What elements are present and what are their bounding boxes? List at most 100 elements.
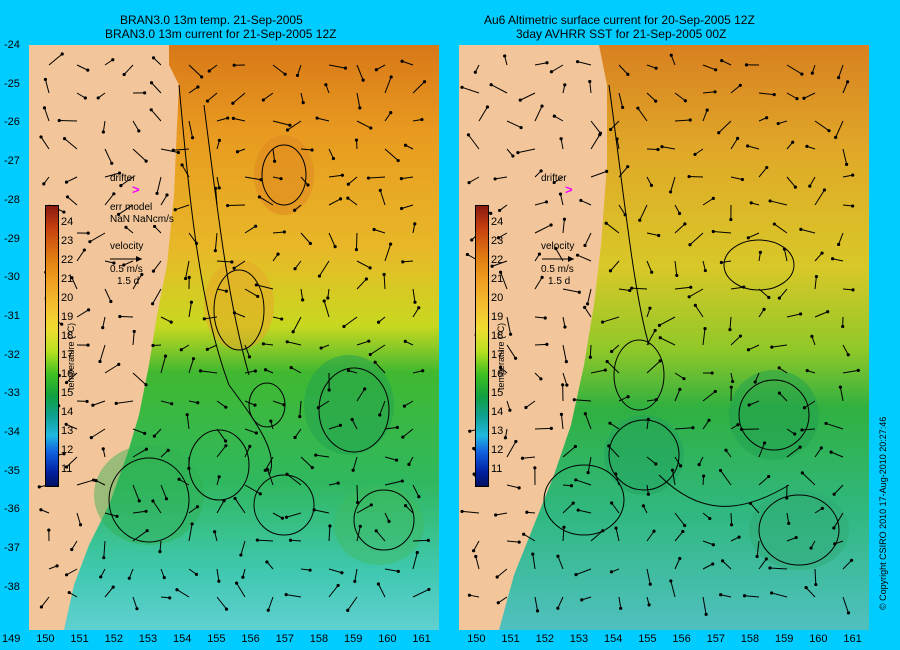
velocity-vector (744, 595, 760, 598)
velocity-vector-head (149, 108, 153, 112)
velocity-vector (475, 556, 480, 570)
velocity-vector-head (608, 421, 612, 425)
velocity-vector-head (298, 415, 302, 419)
velocity-vector-head (805, 368, 809, 373)
velocity-vector (729, 316, 732, 330)
velocity-vector (814, 252, 823, 262)
velocity-vector-head (798, 312, 803, 316)
longitude-label: 158 (309, 633, 329, 645)
velocity-vector (103, 540, 106, 558)
velocity-vector (522, 456, 536, 459)
velocity-vector-head (166, 448, 170, 452)
velocity-vector-head (827, 129, 831, 133)
velocity-vector-head (399, 177, 403, 181)
velocity-vector (560, 138, 564, 150)
velocity-vector-head (99, 575, 103, 579)
velocity-vector-head (610, 349, 614, 354)
velocity-vector-head (603, 368, 607, 372)
velocity-vector-head (342, 324, 346, 329)
left-err-model-line2: NaN NaNcm/s (110, 214, 174, 225)
cb-tick: 11 (491, 463, 503, 475)
velocity-vector-head (382, 272, 386, 277)
velocity-vector-head (724, 448, 728, 452)
velocity-vector-head (518, 98, 522, 102)
cb-tick: 21 (491, 273, 504, 285)
velocity-vector (40, 136, 50, 150)
velocity-vector-head (283, 72, 287, 76)
velocity-vector (748, 400, 760, 406)
velocity-vector (689, 232, 704, 246)
velocity-vector-head (574, 573, 578, 577)
velocity-vector-head (472, 472, 476, 476)
velocity-vector-head (259, 178, 263, 182)
velocity-vector-head (356, 500, 360, 505)
velocity-vector-head (417, 495, 421, 499)
velocity-vector-head (402, 404, 406, 408)
velocity-vector-head (654, 398, 658, 402)
velocity-vector-head (829, 450, 833, 454)
velocity-vector (216, 445, 227, 458)
velocity-vector (674, 558, 681, 570)
velocity-vector (833, 484, 844, 495)
velocity-vector-head (413, 300, 417, 304)
longitude-label: 159 (775, 633, 794, 645)
velocity-vector-head (563, 325, 567, 329)
cb-tick: 16 (61, 368, 74, 380)
velocity-vector (770, 200, 788, 206)
velocity-vector-head (308, 568, 312, 572)
velocity-vector (606, 361, 620, 374)
velocity-vector-head (85, 399, 89, 404)
velocity-vector-head (467, 180, 471, 185)
left-velocity-label: velocity (110, 241, 144, 252)
velocity-vector-head (62, 137, 67, 141)
velocity-vector-head (42, 106, 47, 110)
velocity-vector (618, 288, 630, 291)
velocity-vector-head (91, 478, 96, 482)
velocity-vector (758, 288, 770, 298)
velocity-vector (562, 527, 565, 542)
velocity-vector-head (400, 479, 404, 483)
cb-tick: 24 (491, 216, 504, 228)
velocity-vector-head (175, 588, 179, 592)
velocity-vector-head (838, 385, 843, 389)
velocity-vector-head (372, 227, 376, 232)
latitude-label: -34 (4, 426, 20, 438)
velocity-vector (412, 484, 420, 498)
velocity-vector-head (554, 246, 558, 251)
velocity-vector (786, 446, 801, 458)
velocity-vector (758, 92, 775, 96)
velocity-vector-head (691, 426, 695, 430)
velocity-vector-head (86, 231, 90, 235)
velocity-vector-head (580, 598, 584, 602)
velocity-vector-head (253, 403, 257, 407)
velocity-vector-head (626, 165, 630, 169)
velocity-vector (534, 224, 552, 234)
velocity-vector-head (389, 75, 393, 79)
velocity-vector (747, 145, 760, 150)
velocity-vector-head (768, 566, 772, 570)
velocity-vector (102, 120, 106, 133)
velocity-vector-head (793, 432, 797, 436)
velocity-vector-head (258, 492, 262, 496)
velocity-vector-head (658, 336, 662, 340)
velocity-vector (814, 447, 822, 458)
velocity-vector-head (111, 585, 115, 589)
latitude-label: -26 (4, 116, 20, 129)
velocity-vector (637, 107, 648, 122)
velocity-vector (175, 204, 190, 211)
velocity-vector (523, 533, 536, 542)
velocity-vector-head (782, 247, 787, 251)
velocity-vector-head (583, 412, 587, 416)
velocity-vector-head (231, 116, 235, 120)
velocity-vector-head (39, 605, 44, 609)
velocity-vector (660, 337, 676, 346)
velocity-vector-head (772, 93, 776, 97)
velocity-vector (674, 456, 682, 467)
longitude-label: 153 (569, 633, 589, 645)
left-err-model-line1: err model (110, 202, 153, 213)
velocity-vector-head (494, 513, 498, 517)
velocity-vector (842, 148, 848, 165)
velocity-vector-head (569, 484, 574, 488)
velocity-vector-head (282, 403, 286, 407)
velocity-vector-head (421, 369, 425, 373)
